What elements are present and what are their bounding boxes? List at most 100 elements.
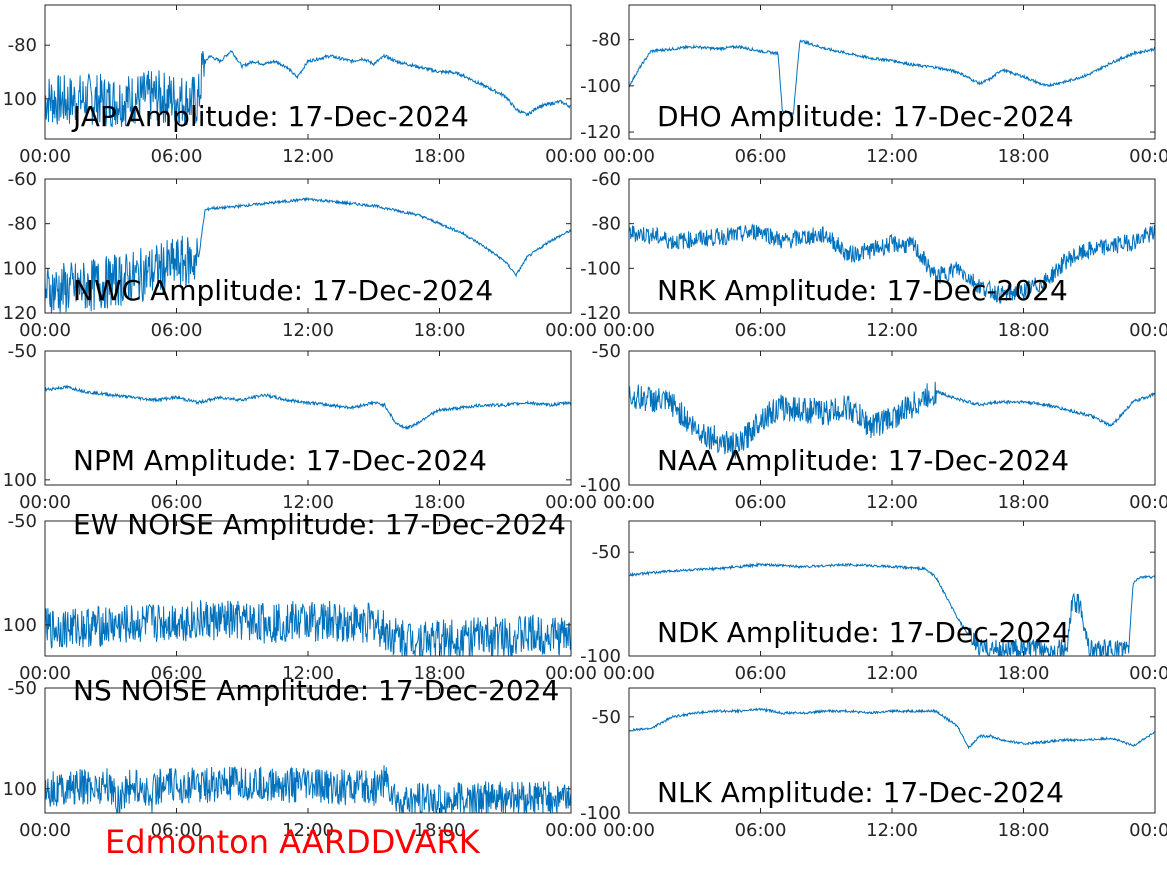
x-tick-label: 00:00 [19,663,71,684]
series-line [628,707,1155,750]
x-tick-label: 00:00 [19,320,71,341]
y-tick-label: -120 [580,122,621,143]
x-tick-label: 18:00 [414,663,466,684]
panel-7: -50 100 00:00 06:00 12:00 18:00 00:00 EW NOISE … [3,508,597,684]
panel-title: NLK Amplitude: 17-Dec-2024 [657,776,1064,809]
panel-title: JAP Amplitude: 17-Dec-2024 [71,100,469,133]
series-line [44,600,572,657]
x-tick-label: 06:00 [735,820,787,841]
y-tick-label: -100 [580,803,621,824]
x-tick-label: 12:00 [282,820,334,841]
x-tick-label: 18:00 [414,320,466,341]
y-tick-label: -50 [8,341,37,362]
series-line [44,196,572,314]
y-tick-label: -80 [592,30,621,51]
series-line [44,384,572,430]
x-tick-label: 18:00 [998,146,1050,167]
series-line [628,223,1156,305]
x-tick-label: 12:00 [282,663,334,684]
x-tick-label: 06:00 [735,320,787,341]
x-tick-label: 00:00 [1129,146,1167,167]
y-tick-label: -60 [592,169,621,190]
x-tick-label: 00:00 [1129,320,1167,341]
y-tick-label: -50 [8,511,37,532]
x-tick-label: 06:00 [735,663,787,684]
x-tick-label: 00:00 [603,320,655,341]
panel-title: EW NOISE Amplitude: 17-Dec-2024 [73,508,566,541]
y-tick-label: -100 [580,475,621,496]
y-tick-label: 100 [3,470,37,491]
y-tick-label: -80 [8,35,37,56]
x-tick-label: 06:00 [735,146,787,167]
x-tick-label: 18:00 [414,146,466,167]
y-tick-label: -50 [8,678,37,699]
y-tick-label: -120 [580,303,621,324]
y-tick-label: -60 [8,169,37,190]
x-tick-label: 06:00 [151,492,203,513]
x-tick-label: 06:00 [151,663,203,684]
x-tick-label: 18:00 [414,820,466,841]
x-tick-label: 12:00 [282,492,334,513]
x-tick-label: 00:00 [1129,492,1167,513]
y-tick-label: -100 [580,646,621,667]
panel-title: DHO Amplitude: 17-Dec-2024 [657,100,1074,133]
x-tick-label: 00:00 [545,820,597,841]
x-tick-label: 12:00 [866,146,918,167]
x-tick-label: 00:00 [603,820,655,841]
x-tick-label: 18:00 [998,820,1050,841]
y-tick-label: 120 [3,303,37,324]
x-tick-label: 00:00 [545,146,597,167]
x-tick-label: 12:00 [866,320,918,341]
series-line [44,49,571,128]
y-tick-label: 100 [3,615,37,636]
y-tick-label: -50 [592,542,621,563]
y-tick-label: -50 [592,341,621,362]
x-tick-label: 12:00 [282,146,334,167]
y-tick-label: -100 [580,76,621,97]
panel-2: -80-100-12000:0006:0012:0018:0000:00DHO … [580,4,1167,167]
x-tick-label: 18:00 [998,320,1050,341]
x-tick-label: 00:00 [19,820,71,841]
x-tick-label: 12:00 [866,663,918,684]
x-tick-label: 12:00 [282,320,334,341]
panel-title: NAA Amplitude: 17-Dec-2024 [657,444,1069,477]
x-tick-label: 12:00 [866,492,918,513]
y-tick-label: 100 [3,779,37,800]
x-tick-label: 00:00 [603,663,655,684]
x-tick-label: 00:00 [603,146,655,167]
x-tick-label: 18:00 [998,492,1050,513]
y-tick-label: -100 [580,258,621,279]
panel-title: NS NOISE Amplitude: 17-Dec-2024 [73,674,559,707]
panel-title: NPM Amplitude: 17-Dec-2024 [73,444,487,477]
x-tick-label: 06:00 [151,146,203,167]
x-tick-label: 00:00 [1129,663,1167,684]
series-line [628,381,1156,459]
x-tick-label: 06:00 [151,820,203,841]
x-tick-label: 18:00 [414,492,466,513]
series-line [628,39,1156,116]
panel-title: NDK Amplitude: 17-Dec-2024 [657,616,1070,649]
x-tick-label: 06:00 [735,492,787,513]
y-tick-label: -80 [8,214,37,235]
x-tick-label: 12:00 [866,820,918,841]
panel-4: -60-80-100-12000:0006:0012:0018:0000:00N… [580,169,1167,341]
x-tick-label: 00:00 [545,492,597,513]
x-tick-label: 00:00 [545,320,597,341]
y-tick-label: -50 [592,707,621,728]
x-tick-label: 00:00 [1129,820,1167,841]
footer-label: Edmonton AARDDVARK [105,823,481,861]
panel-title: NWC Amplitude: 17-Dec-2024 [73,274,493,307]
x-tick-label: 00:00 [545,663,597,684]
x-tick-label: 06:00 [151,320,203,341]
x-tick-label: 00:00 [603,492,655,513]
y-tick-label: -80 [592,214,621,235]
series-line [44,765,572,814]
x-tick-label: 00:00 [19,492,71,513]
panel-title: NRK Amplitude: 17-Dec-2024 [657,274,1068,307]
